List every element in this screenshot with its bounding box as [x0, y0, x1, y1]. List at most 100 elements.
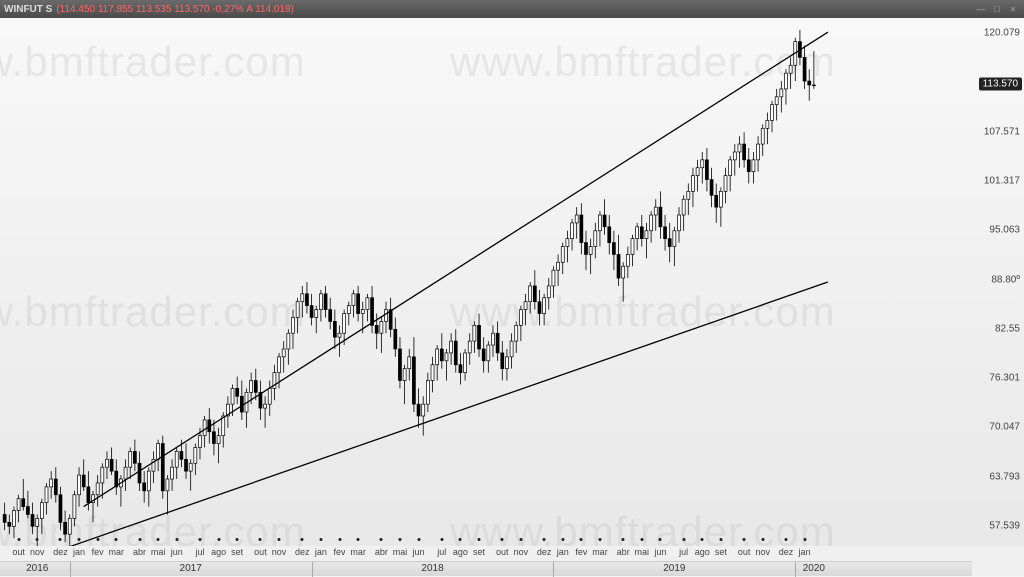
candlestick-plot — [0, 18, 972, 546]
x-axis: outnovdezjanfevmarabrmaijunjulagosetoutn… — [0, 546, 1024, 576]
month-tick — [157, 538, 160, 541]
y-axis-label: 57.539 — [989, 520, 1020, 531]
month-tick — [640, 538, 643, 541]
y-axis-label: 82.55 — [995, 323, 1020, 334]
titlebar-ohlc: (114.450 117.855 113.535 113.570 -0,27% … — [56, 4, 294, 15]
month-tick — [761, 538, 764, 541]
window-buttons: — □ × — [974, 3, 1020, 15]
window-titlebar: WINFUT S (114.450 117.855 113.535 113.57… — [0, 0, 1024, 18]
month-label: mai — [393, 547, 408, 557]
month-label: dez — [53, 547, 68, 557]
month-tick — [784, 538, 787, 541]
year-separator — [70, 562, 71, 577]
month-label: dez — [295, 547, 310, 557]
month-label: jun — [171, 547, 183, 557]
month-label: jan — [73, 547, 85, 557]
year-label: 2018 — [421, 563, 443, 574]
month-label: fev — [333, 547, 345, 557]
month-tick — [259, 538, 262, 541]
month-label: jan — [799, 547, 811, 557]
month-label: nov — [30, 547, 45, 557]
month-label: jul — [437, 547, 446, 557]
month-label: nov — [755, 547, 770, 557]
month-tick — [478, 538, 481, 541]
minimize-button[interactable]: — — [974, 3, 988, 15]
y-axis-label: 63.793 — [989, 471, 1020, 482]
month-tick — [380, 538, 383, 541]
month-label: set — [473, 547, 485, 557]
y-axis-label: 76.301 — [989, 373, 1020, 384]
month-tick — [459, 538, 462, 541]
month-tick — [138, 538, 141, 541]
year-row: 20162017201820192020 — [0, 561, 972, 576]
month-tick — [357, 538, 360, 541]
year-label: 2020 — [803, 563, 825, 574]
month-tick — [115, 538, 118, 541]
month-label: set — [231, 547, 243, 557]
month-tick — [278, 538, 281, 541]
month-label: out — [12, 547, 25, 557]
month-label: abr — [133, 547, 146, 557]
maximize-button[interactable]: □ — [990, 3, 1004, 15]
month-tick — [501, 538, 504, 541]
month-label: jan — [557, 547, 569, 557]
month-tick — [319, 538, 322, 541]
month-label: jun — [413, 547, 425, 557]
month-label: out — [254, 547, 267, 557]
month-tick — [198, 538, 201, 541]
y-axis-label: 120.079 — [984, 28, 1020, 39]
close-button[interactable]: × — [1006, 3, 1020, 15]
month-label: fev — [575, 547, 587, 557]
month-tick — [440, 538, 443, 541]
month-label: out — [496, 547, 509, 557]
year-separator — [312, 562, 313, 577]
month-tick — [175, 538, 178, 541]
month-label: ago — [453, 547, 468, 557]
year-label: 2016 — [26, 563, 48, 574]
month-label: nov — [272, 547, 287, 557]
y-axis-label: 107.571 — [984, 126, 1020, 137]
month-tick — [803, 538, 806, 541]
current-price-tag: 113.570 — [979, 78, 1022, 91]
month-tick — [36, 538, 39, 541]
y-axis-label: 101.317 — [984, 175, 1020, 186]
month-tick — [519, 538, 522, 541]
month-label: mar — [592, 547, 608, 557]
month-label: jun — [654, 547, 666, 557]
month-tick — [598, 538, 601, 541]
month-label: dez — [537, 547, 552, 557]
trendline[interactable] — [84, 32, 828, 506]
y-axis-label: 70.047 — [989, 422, 1020, 433]
month-tick — [217, 538, 220, 541]
month-label: ago — [695, 547, 710, 557]
month-label: jul — [679, 547, 688, 557]
year-separator — [553, 562, 554, 577]
month-label: abr — [617, 547, 630, 557]
month-label: jul — [195, 547, 204, 557]
month-label: set — [715, 547, 727, 557]
month-tick — [398, 538, 401, 541]
year-label: 2019 — [663, 563, 685, 574]
month-tick — [719, 538, 722, 541]
month-tick — [96, 538, 99, 541]
month-label: fev — [92, 547, 104, 557]
month-tick — [78, 538, 81, 541]
chart-area[interactable]: www.bmftrader.com www.bmftrader.com www.… — [0, 18, 1024, 546]
month-tick — [561, 538, 564, 541]
month-label: ago — [211, 547, 226, 557]
month-label: dez — [779, 547, 794, 557]
month-tick — [580, 538, 583, 541]
month-tick — [659, 538, 662, 541]
month-label: out — [738, 547, 751, 557]
month-label: mar — [109, 547, 125, 557]
month-tick — [701, 538, 704, 541]
trendline[interactable] — [60, 282, 827, 550]
month-label: mai — [151, 547, 166, 557]
month-tick — [543, 538, 546, 541]
month-label: abr — [375, 547, 388, 557]
month-tick — [59, 538, 62, 541]
y-axis-label: 95.063 — [989, 225, 1020, 236]
y-axis-label: 88.80º — [991, 274, 1020, 285]
y-axis: 120.079 113.570 107.571 101.317 95.063 88.80º… — [972, 18, 1024, 546]
month-label: nov — [514, 547, 529, 557]
